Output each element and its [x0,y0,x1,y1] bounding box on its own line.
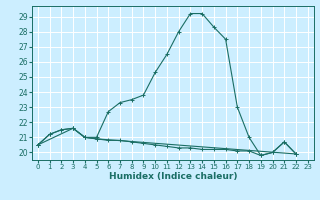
X-axis label: Humidex (Indice chaleur): Humidex (Indice chaleur) [108,172,237,181]
